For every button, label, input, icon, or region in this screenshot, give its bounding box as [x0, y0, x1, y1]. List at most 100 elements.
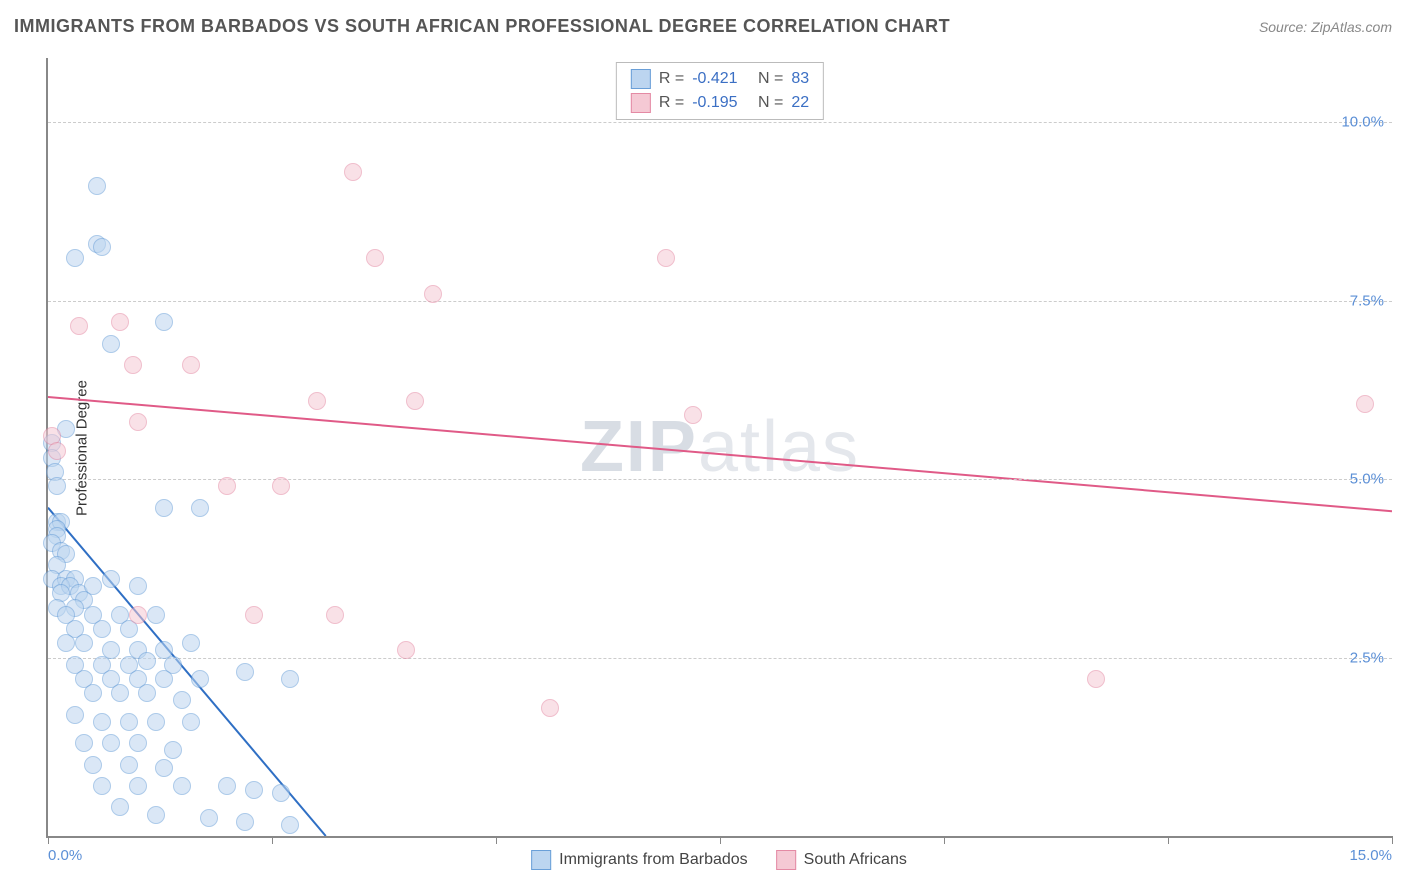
data-point — [173, 691, 191, 709]
x-tick — [1392, 836, 1393, 844]
stats-row-series-1: R = -0.421 N = 83 — [631, 67, 809, 91]
y-tick-label: 5.0% — [1350, 471, 1384, 488]
data-point — [147, 713, 165, 731]
data-point — [155, 759, 173, 777]
data-point — [406, 392, 424, 410]
x-tick — [272, 836, 273, 844]
data-point — [111, 313, 129, 331]
stats-row-series-2: R = -0.195 N = 22 — [631, 91, 809, 115]
data-point — [541, 699, 559, 717]
data-point — [200, 809, 218, 827]
data-point — [218, 477, 236, 495]
correlation-stats-box: R = -0.421 N = 83 R = -0.195 N = 22 — [616, 62, 824, 120]
plot-region: ZIPatlas R = -0.421 N = 83 R = -0.195 N … — [46, 58, 1392, 838]
data-point — [684, 406, 702, 424]
swatch-series-2 — [631, 93, 651, 113]
data-point — [66, 249, 84, 267]
x-tick — [48, 836, 49, 844]
data-point — [48, 442, 66, 460]
legend-item-series-2: South Africans — [776, 850, 907, 870]
y-tick-label: 2.5% — [1350, 649, 1384, 666]
data-point — [129, 606, 147, 624]
data-point — [424, 285, 442, 303]
y-tick-label: 7.5% — [1350, 292, 1384, 309]
data-point — [281, 670, 299, 688]
data-point — [93, 777, 111, 795]
data-point — [366, 249, 384, 267]
swatch-series-1 — [631, 69, 651, 89]
data-point — [66, 706, 84, 724]
data-point — [657, 249, 675, 267]
gridline — [48, 658, 1392, 659]
data-point — [155, 313, 173, 331]
chart-header: IMMIGRANTS FROM BARBADOS VS SOUTH AFRICA… — [14, 16, 1392, 37]
data-point — [182, 713, 200, 731]
data-point — [129, 577, 147, 595]
data-point — [272, 784, 290, 802]
data-point — [75, 734, 93, 752]
data-point — [164, 741, 182, 759]
data-point — [191, 670, 209, 688]
data-point — [1087, 670, 1105, 688]
x-tick — [1168, 836, 1169, 844]
data-point — [182, 634, 200, 652]
chart-area: Professional Degree ZIPatlas R = -0.421 … — [46, 58, 1392, 838]
data-point — [84, 756, 102, 774]
data-point — [111, 798, 129, 816]
legend: Immigrants from Barbados South Africans — [531, 850, 907, 870]
gridline — [48, 301, 1392, 302]
data-point — [57, 634, 75, 652]
data-point — [147, 806, 165, 824]
data-point — [129, 413, 147, 431]
data-point — [120, 713, 138, 731]
data-point — [120, 756, 138, 774]
data-point — [344, 163, 362, 181]
data-point — [147, 606, 165, 624]
data-point — [93, 713, 111, 731]
data-point — [124, 356, 142, 374]
data-point — [155, 670, 173, 688]
data-point — [88, 177, 106, 195]
data-point — [138, 684, 156, 702]
x-tick — [944, 836, 945, 844]
data-point — [308, 392, 326, 410]
legend-item-series-1: Immigrants from Barbados — [531, 850, 748, 870]
data-point — [84, 684, 102, 702]
data-point — [48, 477, 66, 495]
x-tick-label: 0.0% — [48, 847, 82, 864]
x-tick — [496, 836, 497, 844]
data-point — [70, 317, 88, 335]
data-point — [155, 499, 173, 517]
gridline — [48, 122, 1392, 123]
trend-line — [48, 397, 1392, 511]
data-point — [93, 620, 111, 638]
data-point — [102, 335, 120, 353]
data-point — [281, 816, 299, 834]
data-point — [182, 356, 200, 374]
trend-lines — [48, 58, 1392, 836]
x-tick-label: 15.0% — [1349, 847, 1392, 864]
data-point — [245, 606, 263, 624]
legend-swatch-1 — [531, 850, 551, 870]
x-tick — [720, 836, 721, 844]
chart-title: IMMIGRANTS FROM BARBADOS VS SOUTH AFRICA… — [14, 16, 950, 37]
watermark: ZIPatlas — [580, 406, 860, 488]
data-point — [272, 477, 290, 495]
data-point — [75, 634, 93, 652]
data-point — [236, 813, 254, 831]
data-point — [102, 570, 120, 588]
data-point — [173, 777, 191, 795]
data-point — [191, 499, 209, 517]
y-tick-label: 10.0% — [1341, 114, 1384, 131]
data-point — [102, 734, 120, 752]
data-point — [1356, 395, 1374, 413]
data-point — [245, 781, 263, 799]
data-point — [111, 684, 129, 702]
data-point — [326, 606, 344, 624]
chart-source: Source: ZipAtlas.com — [1259, 19, 1392, 35]
data-point — [129, 777, 147, 795]
data-point — [397, 641, 415, 659]
data-point — [218, 777, 236, 795]
data-point — [129, 734, 147, 752]
legend-swatch-2 — [776, 850, 796, 870]
